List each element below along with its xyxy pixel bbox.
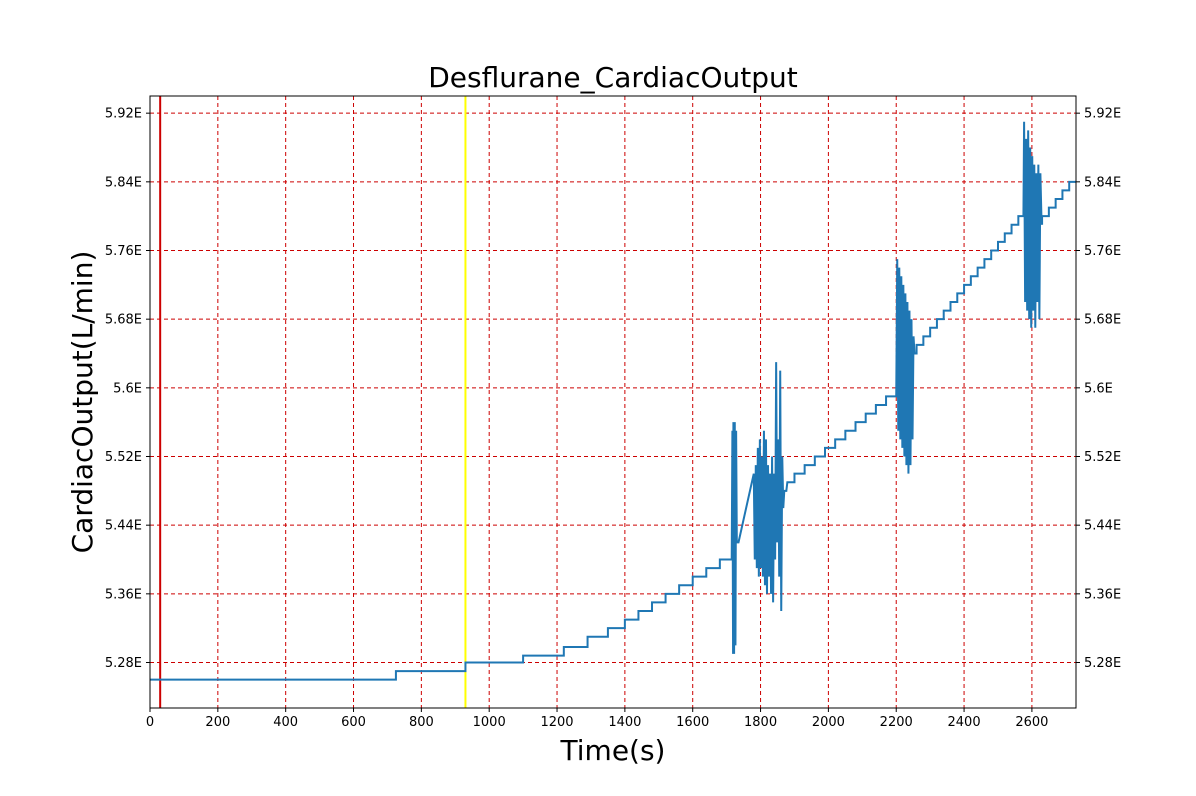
y-tick-label-right: 5.92E bbox=[1084, 107, 1121, 122]
plot-frame bbox=[149, 95, 1077, 709]
x-tick-label: 2600 bbox=[1015, 715, 1048, 730]
x-tick-label: 2000 bbox=[812, 715, 845, 730]
vertical-markers bbox=[159, 96, 467, 708]
x-tick-label: 1600 bbox=[676, 715, 709, 730]
x-tick-label: 200 bbox=[205, 715, 230, 730]
x-tick-label: 0 bbox=[146, 715, 154, 730]
x-tick-label: 1200 bbox=[540, 715, 573, 730]
y-tick-label-left: 5.52E bbox=[105, 450, 142, 465]
x-tick-label: 600 bbox=[341, 715, 366, 730]
series-line bbox=[150, 121, 1076, 681]
y-tick-label-right: 5.76E bbox=[1084, 244, 1121, 259]
chart-title: Desflurane_CardiacOutput bbox=[428, 61, 798, 94]
y-tick-label-right: 5.84E bbox=[1084, 175, 1121, 190]
y-tick-label-left: 5.68E bbox=[105, 313, 142, 328]
x-tick-label: 1800 bbox=[744, 715, 777, 730]
y-tick-label-left: 5.84E bbox=[105, 175, 142, 190]
y-tick-label-right: 5.44E bbox=[1084, 519, 1121, 534]
y-tick-label-right: 5.6E bbox=[1084, 381, 1113, 396]
y-tick-label-left: 5.28E bbox=[105, 656, 142, 671]
x-axis-label: Time(s) bbox=[560, 734, 666, 767]
y-tick-label-left: 5.44E bbox=[105, 519, 142, 534]
y-axis-label: CardiacOutput(L/min) bbox=[66, 251, 99, 554]
x-tick-label: 400 bbox=[273, 715, 298, 730]
y-tick-label-left: 5.6E bbox=[113, 381, 142, 396]
y-tick-label-right: 5.68E bbox=[1084, 313, 1121, 328]
ticks: 0 200 400 600 800 1000 1200 1400 1600 1800 2000 220… bbox=[105, 107, 1121, 730]
y-tick-label-right: 5.36E bbox=[1084, 587, 1121, 602]
y-tick-label-right: 5.28E bbox=[1084, 656, 1121, 671]
x-tick-label: 1000 bbox=[473, 715, 506, 730]
x-tick-label: 2200 bbox=[880, 715, 913, 730]
x-tick-label: 2400 bbox=[948, 715, 981, 730]
y-tick-label-right: 5.52E bbox=[1084, 450, 1121, 465]
x-tick-label: 1400 bbox=[608, 715, 641, 730]
series-layer bbox=[150, 121, 1076, 681]
y-tick-label-left: 5.36E bbox=[105, 587, 142, 602]
x-tick-label: 800 bbox=[409, 715, 434, 730]
y-tick-label-left: 5.76E bbox=[105, 244, 142, 259]
y-tick-label-left: 5.92E bbox=[105, 107, 142, 122]
